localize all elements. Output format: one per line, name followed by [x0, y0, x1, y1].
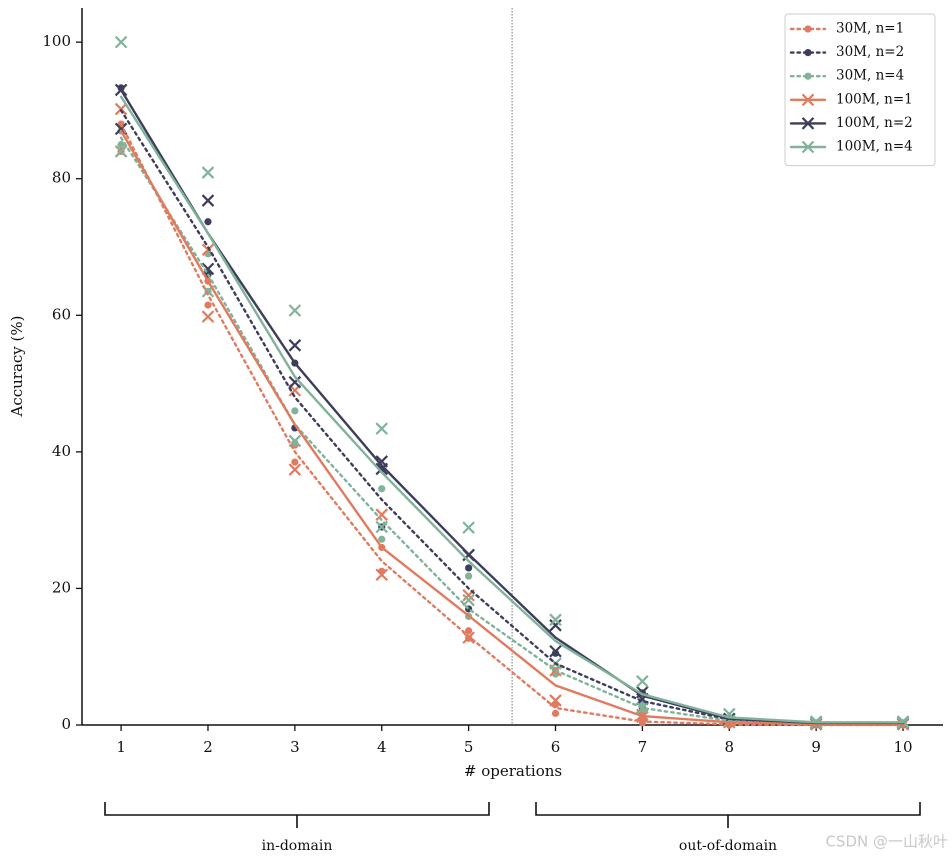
point [465, 572, 473, 580]
legend-label: 30M, n=1 [836, 21, 904, 37]
annotation: out-of-domain [679, 838, 777, 854]
point [114, 102, 128, 116]
point [288, 375, 302, 389]
legend-marker [804, 49, 812, 57]
y-axis-label: Accuracy (%) [8, 315, 26, 417]
legend-label: 30M, n=4 [836, 68, 904, 84]
x-tick-label: 10 [893, 738, 912, 756]
point [549, 613, 562, 627]
point [378, 485, 386, 493]
x-tick-label: 2 [203, 738, 213, 756]
legend-label: 100M, n=1 [836, 91, 913, 107]
point [375, 568, 389, 582]
legend-marker [801, 140, 815, 154]
point [465, 564, 473, 572]
y-tick-label: 100 [42, 32, 71, 50]
legend-marker [801, 117, 815, 130]
point [114, 145, 128, 158]
point [291, 407, 299, 415]
point [375, 508, 389, 521]
point [204, 218, 212, 226]
legend-marker [804, 25, 812, 33]
point [114, 35, 128, 49]
point [378, 535, 386, 543]
point [375, 422, 389, 435]
x-tick-label: 7 [638, 738, 648, 756]
legend-marker [801, 93, 815, 107]
point [549, 694, 562, 707]
legend-label: 100M, n=4 [836, 139, 913, 155]
y-tick-label: 80 [52, 169, 71, 187]
y-tick-label: 60 [52, 305, 71, 323]
x-tick-label: 9 [811, 738, 821, 756]
x-axis-label: # operations [464, 762, 562, 780]
y-tick-label: 40 [52, 442, 71, 460]
x-tick-label: 4 [377, 738, 387, 756]
series-line [119, 129, 905, 726]
legend-box [784, 13, 936, 167]
watermark: CSDN @一山秋叶 [825, 833, 948, 851]
legend-label: 30M, n=2 [836, 44, 904, 60]
point [465, 627, 473, 635]
point [288, 463, 302, 476]
brackets [104, 802, 921, 828]
point [636, 675, 649, 688]
point [117, 140, 125, 149]
series-line [119, 122, 905, 727]
point [201, 166, 215, 179]
point [462, 593, 475, 607]
point [288, 304, 302, 317]
legend-marker [804, 72, 812, 80]
point [551, 709, 560, 717]
annotation: in-domain [262, 838, 333, 854]
point [288, 339, 302, 352]
legend-label: 100M, n=2 [836, 115, 913, 131]
y-tick-label: 20 [52, 578, 71, 596]
out-of-domain-bracket [535, 802, 921, 828]
point [549, 644, 562, 658]
x-tick-label: 8 [724, 738, 734, 756]
legend: 30M, n=1 30M, n=2 30M, n=4 100M, n=1 100M, n… [784, 13, 936, 167]
point [549, 619, 562, 632]
point [204, 301, 212, 309]
x-tick-label: 1 [116, 738, 126, 756]
point [375, 462, 389, 476]
series-line [119, 136, 905, 725]
point [462, 521, 475, 534]
in-domain-bracket [104, 802, 490, 828]
point [201, 194, 215, 207]
series-line [119, 95, 905, 724]
x-tick-label: 5 [464, 738, 474, 756]
series-line [119, 88, 905, 725]
x-tick-label: 3 [290, 738, 300, 756]
point [291, 458, 299, 466]
y-tick-label: 0 [61, 715, 71, 733]
point [201, 310, 215, 323]
x-tick-label: 6 [551, 738, 561, 756]
